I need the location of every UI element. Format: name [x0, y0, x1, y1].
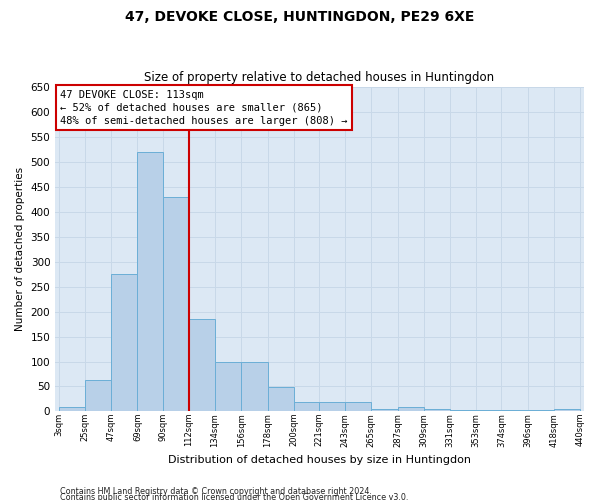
Bar: [241, 362, 268, 412]
Bar: [371, 409, 398, 412]
X-axis label: Distribution of detached houses by size in Huntingdon: Distribution of detached houses by size …: [168, 455, 471, 465]
Bar: [59, 408, 85, 412]
Bar: [424, 409, 450, 412]
Bar: [294, 402, 319, 411]
Bar: [502, 410, 527, 412]
Text: Contains HM Land Registry data © Crown copyright and database right 2024.: Contains HM Land Registry data © Crown c…: [60, 486, 372, 496]
Text: Contains public sector information licensed under the Open Government Licence v3: Contains public sector information licen…: [60, 492, 409, 500]
Bar: [527, 410, 554, 412]
Bar: [450, 410, 476, 412]
Text: 47 DEVOKE CLOSE: 113sqm
← 52% of detached houses are smaller (865)
48% of semi-d: 47 DEVOKE CLOSE: 113sqm ← 52% of detache…: [60, 90, 347, 126]
Text: 47, DEVOKE CLOSE, HUNTINGDON, PE29 6XE: 47, DEVOKE CLOSE, HUNTINGDON, PE29 6XE: [125, 10, 475, 24]
Bar: [476, 410, 502, 412]
Bar: [319, 402, 345, 411]
Bar: [189, 319, 215, 412]
Bar: [268, 388, 294, 411]
Bar: [398, 408, 424, 412]
Bar: [554, 409, 580, 412]
Title: Size of property relative to detached houses in Huntingdon: Size of property relative to detached ho…: [145, 72, 494, 85]
Bar: [345, 402, 371, 411]
Bar: [137, 152, 163, 411]
Y-axis label: Number of detached properties: Number of detached properties: [15, 167, 25, 332]
Bar: [215, 362, 241, 412]
Bar: [163, 197, 189, 412]
Bar: [111, 274, 137, 411]
Bar: [85, 380, 111, 412]
